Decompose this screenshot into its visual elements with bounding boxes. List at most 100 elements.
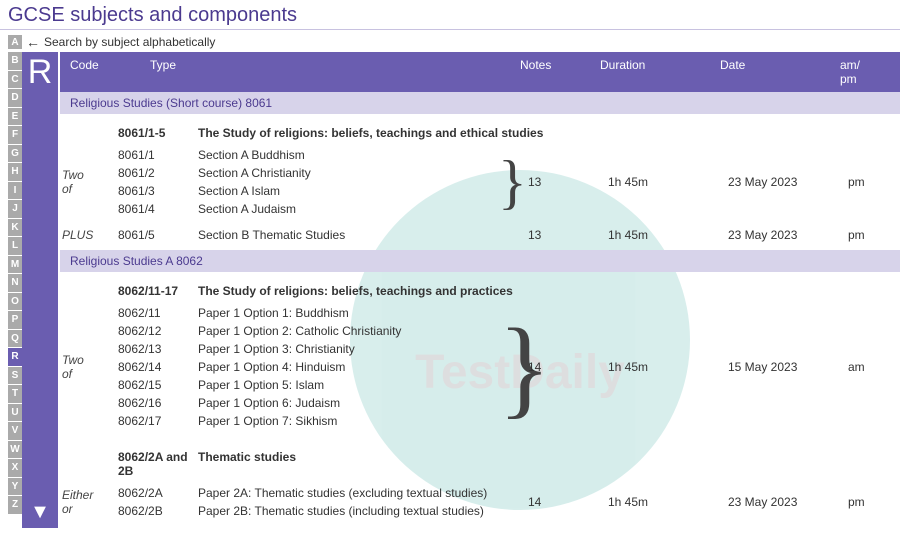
options-list: 8061/1Section A Buddhism8061/2Section A … — [108, 146, 498, 218]
alpha-letter-f[interactable]: F — [8, 126, 22, 144]
alpha-letter-r[interactable]: R — [8, 348, 22, 366]
date: 23 May 2023 — [728, 495, 848, 509]
option-type: Section A Judaism — [198, 200, 498, 218]
notes: 13 — [528, 175, 608, 189]
option-type: Paper 1 Option 7: Sikhism — [198, 412, 498, 430]
duration: 1h 45m — [608, 495, 728, 509]
alpha-letter-p[interactable]: P — [8, 311, 22, 329]
alpha-letter-l[interactable]: L — [8, 237, 22, 255]
col-date: Date — [720, 58, 840, 86]
section-title: The Study of religions: beliefs, teachin… — [198, 126, 568, 140]
option-code: 8062/11 — [108, 304, 198, 322]
alpha-letter-z[interactable]: Z — [8, 496, 22, 514]
notes: 13 — [528, 228, 608, 242]
option-code: 8061/5 — [108, 228, 198, 242]
alpha-letter-t[interactable]: T — [8, 385, 22, 403]
alpha-letter-c[interactable]: C — [8, 71, 22, 89]
section-code: 8062/11-17 — [108, 284, 198, 298]
option-row: 8061/3Section A Islam — [108, 182, 498, 200]
section-meta: 141h 45m23 May 2023pm — [528, 495, 900, 509]
duration: 1h 45m — [608, 228, 728, 242]
page-title: GCSE subjects and components — [0, 0, 900, 30]
duration: 1h 45m — [608, 175, 728, 189]
option-type: Paper 1 Option 3: Christianity — [198, 340, 498, 358]
alpha-letter-k[interactable]: K — [8, 219, 22, 237]
selector-label: Eitheror — [60, 488, 108, 516]
option-code: 8062/2B — [108, 502, 198, 520]
chevron-down-icon[interactable]: ▼ — [30, 501, 50, 524]
course-heading: Religious Studies (Short course) 8061 — [60, 92, 900, 114]
alpha-letter-j[interactable]: J — [8, 200, 22, 218]
col-ampm: am/ pm — [840, 58, 880, 86]
ampm: pm — [848, 228, 888, 242]
section-head: 8061/1-5The Study of religions: beliefs,… — [60, 126, 900, 140]
main-table: Code Type Notes Duration Date am/ pm Rel… — [60, 52, 900, 528]
options-list: 8062/11Paper 1 Option 1: Buddhism8062/12… — [108, 304, 498, 430]
course-heading: Religious Studies A 8062 — [60, 250, 900, 272]
alpha-letter-u[interactable]: U — [8, 404, 22, 422]
option-type: Paper 1 Option 4: Hinduism — [198, 358, 498, 376]
selector-label: Twoof — [60, 168, 108, 196]
option-row: 8062/12Paper 1 Option 2: Catholic Christ… — [108, 322, 498, 340]
option-type: Paper 1 Option 2: Catholic Christianity — [198, 322, 498, 340]
options-wrap: Twoof8061/1Section A Buddhism8061/2Secti… — [60, 146, 900, 218]
notes: 14 — [528, 495, 608, 509]
letter-tab: R ▼ — [22, 52, 58, 528]
alpha-letter-q[interactable]: Q — [8, 330, 22, 348]
option-type: Section B Thematic Studies — [198, 228, 498, 242]
option-row: 8061/1Section A Buddhism — [108, 146, 498, 164]
option-code: 8061/2 — [108, 164, 198, 182]
search-hint: Search by subject alphabetically — [44, 35, 215, 49]
col-code: Code — [60, 58, 150, 86]
section-title: The Study of religions: beliefs, teachin… — [198, 284, 568, 298]
alpha-letter-o[interactable]: O — [8, 293, 22, 311]
option-type: Paper 1 Option 5: Islam — [198, 376, 498, 394]
alpha-letter-v[interactable]: V — [8, 422, 22, 440]
alpha-letter-s[interactable]: S — [8, 367, 22, 385]
option-row: 8062/2APaper 2A: Thematic studies (exclu… — [108, 484, 498, 502]
col-notes: Notes — [520, 58, 600, 86]
alpha-letter-h[interactable]: H — [8, 163, 22, 181]
ampm: pm — [848, 175, 888, 189]
option-type: Paper 1 Option 6: Judaism — [198, 394, 498, 412]
option-row: 8062/17Paper 1 Option 7: Sikhism — [108, 412, 498, 430]
selector-label: Twoof — [60, 353, 108, 381]
option-row: 8061/2Section A Christianity — [108, 164, 498, 182]
alpha-index: BCDEFGHIJKLMNOPQRSTUVWXYZ — [8, 52, 22, 515]
option-row: 8062/13Paper 1 Option 3: Christianity — [108, 340, 498, 358]
extra-row: PLUS8061/5Section B Thematic Studies131h… — [60, 228, 900, 242]
option-code: 8061/4 — [108, 200, 198, 218]
option-row: 8062/11Paper 1 Option 1: Buddhism — [108, 304, 498, 322]
alpha-letter-b[interactable]: B — [8, 52, 22, 70]
option-type: Section A Buddhism — [198, 146, 498, 164]
option-row: 8062/2BPaper 2B: Thematic studies (inclu… — [108, 502, 498, 520]
alpha-letter-y[interactable]: Y — [8, 478, 22, 496]
option-code: 8062/14 — [108, 358, 198, 376]
option-code: 8061/1 — [108, 146, 198, 164]
ampm: pm — [848, 495, 888, 509]
alpha-letter-x[interactable]: X — [8, 459, 22, 477]
option-code: 8062/16 — [108, 394, 198, 412]
option-type: Paper 2A: Thematic studies (excluding te… — [198, 484, 498, 502]
alpha-letter-w[interactable]: W — [8, 441, 22, 459]
brace-icon: } — [498, 161, 528, 203]
alpha-letter-d[interactable]: D — [8, 89, 22, 107]
section-meta: 141h 45m15 May 2023am — [528, 360, 900, 374]
section-code: 8062/2A and 2B — [108, 450, 198, 478]
alpha-letter-e[interactable]: E — [8, 108, 22, 126]
active-letter: R — [22, 52, 58, 92]
alpha-letter-g[interactable]: G — [8, 145, 22, 163]
notes: 14 — [528, 360, 608, 374]
alpha-letter-i[interactable]: I — [8, 182, 22, 200]
option-code: 8062/17 — [108, 412, 198, 430]
alpha-letter-m[interactable]: M — [8, 256, 22, 274]
section-head: 8062/2A and 2BThematic studies — [60, 450, 900, 478]
options-wrap: Eitheror8062/2APaper 2A: Thematic studie… — [60, 484, 900, 520]
option-code: 8062/2A — [108, 484, 198, 502]
ampm: am — [848, 360, 888, 374]
search-hint-row: A ← Search by subject alphabetically — [0, 34, 900, 50]
search-badge[interactable]: A — [8, 35, 22, 49]
col-type: Type — [150, 58, 520, 86]
options-list: 8062/2APaper 2A: Thematic studies (exclu… — [108, 484, 498, 520]
alpha-letter-n[interactable]: N — [8, 274, 22, 292]
